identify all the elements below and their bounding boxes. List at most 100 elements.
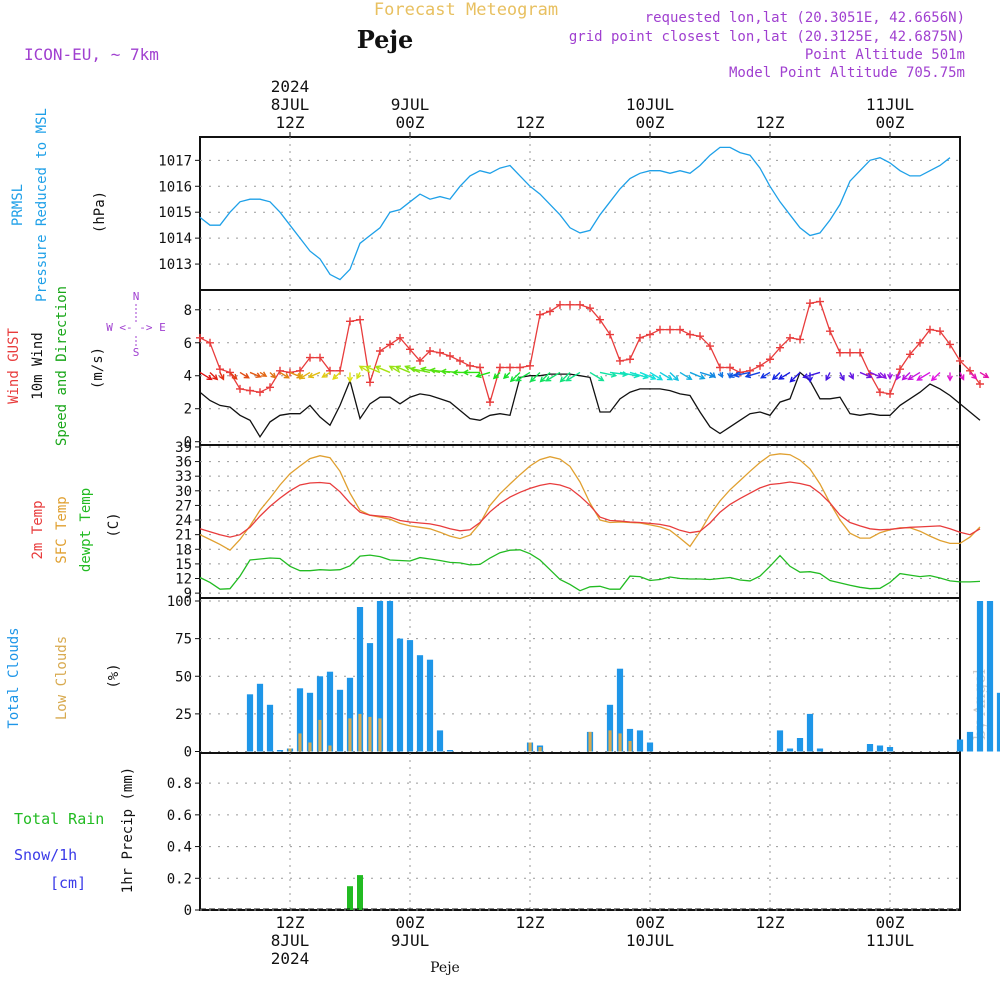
y-tick-label: 0 [184,435,192,451]
gust-marker [416,356,424,365]
y-tick-label: 2 [184,402,192,418]
wind-arrow-head [802,373,809,380]
total-cloud-bar [796,738,804,752]
wind-arrow-head [901,374,908,381]
top-time-label: 8JUL [271,95,310,114]
y-tick-label: 0.8 [167,776,192,792]
low-cloud-bar [618,733,622,752]
wind-arrow-head [709,372,717,379]
wind-arrow-head [760,373,767,379]
low-cloud-bar [378,718,382,752]
gust-marker [516,363,524,372]
wind-arrow-head [598,375,605,382]
header: Forecast Meteogram Peje ICON-EU, ~ 7km r… [24,0,989,976]
wind-arrow-head [650,374,657,381]
wind-direction-arrow [639,371,656,380]
gust-marker [206,338,214,347]
wind-arrow-head [270,372,277,379]
total-cloud-bar [436,730,444,752]
dewpt-label: dewpt Temp [78,488,94,572]
gust-marker [716,363,724,372]
wind-arrow-head [298,373,306,380]
low-cloud-bar [588,731,592,752]
wind-arrow-head [848,373,854,380]
wind-direction-arrow [917,371,931,381]
top-time-label: 00Z [636,113,665,132]
wind-arrow-head [825,374,831,382]
low-cloud-bar [318,719,322,752]
total-cloud-bar [816,748,824,752]
y-tick-label: 4 [184,369,192,385]
total-cloud-bar [606,704,614,752]
gust-marker [836,348,844,357]
wind-direction-arrow [734,371,751,377]
wind-direction-arrow [279,371,290,379]
gust-marker [916,338,924,347]
gust-marker [376,347,384,356]
gust-marker [786,333,794,342]
top-time-label: 00Z [876,113,905,132]
total-cloud-bar [336,689,344,752]
total-cloud-bar [326,671,334,752]
bottom-time-label: 11JUL [866,931,914,950]
wind-arrow-head [916,375,923,381]
top-time-label: 12Z [276,113,305,132]
wind-arrow-head [346,376,354,383]
y-tick-label: 27 [175,498,192,514]
wind-arrow-head [971,373,978,380]
wind-direction-arrow [689,371,705,380]
gust-marker [576,300,584,309]
rain-bar [347,886,353,910]
gust-marker [666,325,674,334]
y-tick-label: 100 [167,594,192,610]
low-cloud-bar [358,713,362,752]
wind-arrow-head [502,373,510,380]
y-tick-label: 8 [184,303,192,319]
total-cloud-bar [256,683,264,752]
wind-arrow-head [404,365,411,371]
point-altitude: Point Altitude 501m [805,47,965,63]
wind-arrow-head [789,376,796,383]
wind-arrow-head [907,374,914,381]
bottom-time-label: 00Z [636,913,665,932]
wind-direction-arrow [365,365,381,374]
wind-arrow-head [332,373,339,380]
wind-direction-arrow [199,371,212,381]
gust-marker [446,351,454,360]
wind-direction-arrow [772,371,781,380]
low-cloud-bar [288,748,292,752]
wind-direction-arrow [869,371,882,378]
total-cloud-bar [866,744,874,752]
wind-arrow-head [839,374,845,382]
wind-arrow-head [356,373,362,380]
gust-marker [636,333,644,342]
wind-direction-arrow [476,371,491,378]
wind-direction-arrow [649,371,663,381]
panel-frame [199,444,961,599]
bottom-time-label: 12Z [516,913,545,932]
gust-marker [566,300,574,309]
gust-marker [846,348,854,357]
wind-arrow-head [733,371,740,378]
y-tick-label: 1016 [158,179,192,195]
location-title: Peje [357,25,414,54]
gust-marker [946,340,954,349]
gust-marker [436,348,444,357]
gust-marker [596,315,604,324]
wind-unit-label: (m/s) [90,347,106,389]
wind-arrow-head [283,373,290,379]
wind-arrow-head [358,365,365,372]
wind-arrow-head [699,374,706,380]
wind-direction-arrow [859,371,872,378]
panel-frame [199,597,961,754]
total-cloud-bar [976,601,984,752]
low-cloud-bar [328,745,332,752]
wind-arrow-head [895,374,902,381]
chart-title: Forecast Meteogram [374,0,558,20]
wind-arrow-head [394,365,402,371]
wind-direction-arrow [908,371,921,381]
wind-arrow-head [218,374,225,381]
wind-direction-arrow [389,365,401,374]
